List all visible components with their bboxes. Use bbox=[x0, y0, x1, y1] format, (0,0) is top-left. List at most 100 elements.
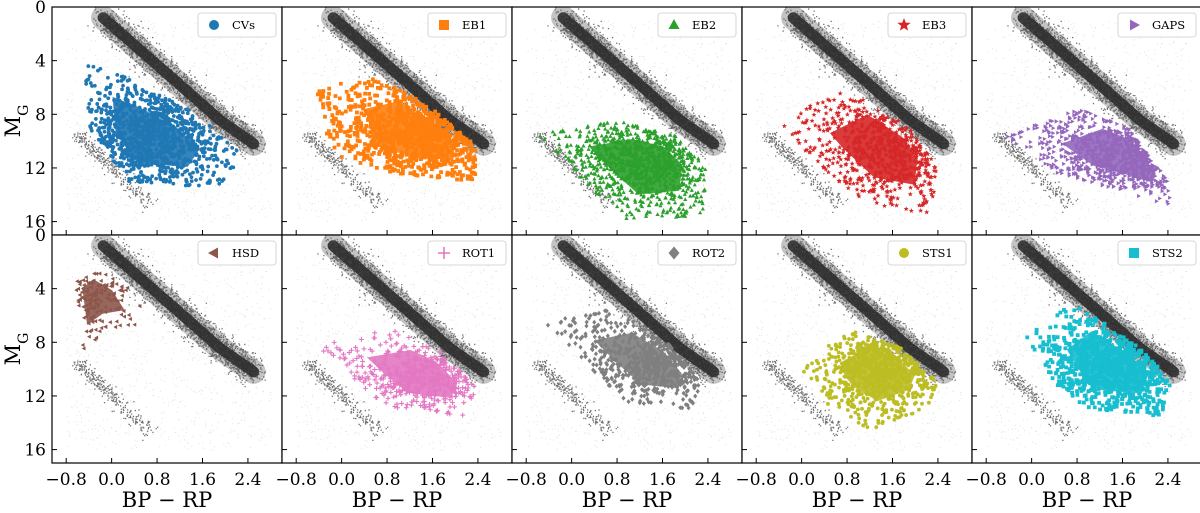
x-tick-label: 0.8 bbox=[604, 470, 631, 490]
main-sequence-halo bbox=[551, 235, 726, 384]
x-tick-label: 1.6 bbox=[189, 470, 216, 490]
y-axis-label-subscript: G bbox=[16, 333, 32, 344]
legend-label: EB3 bbox=[922, 18, 946, 32]
ticks bbox=[512, 6, 709, 235]
x-tick-label: 0.0 bbox=[98, 470, 125, 490]
legend: CVs bbox=[197, 12, 277, 38]
ticks: −0.8 0.0 0.8 1.6 2.4 bbox=[276, 234, 491, 490]
main-sequence-halo bbox=[321, 235, 496, 384]
legend-box bbox=[1117, 12, 1197, 38]
y-tick-label: 4 bbox=[35, 52, 46, 72]
legend-box bbox=[657, 12, 737, 38]
main-sequence-halo bbox=[781, 7, 956, 156]
main-sequence-halo bbox=[91, 235, 266, 384]
data-points bbox=[781, 90, 939, 215]
panel-sts2: STS2 −0.8 0.0 0.8 1.6 2.4 BP − RP bbox=[966, 234, 1200, 512]
x-axis-label: BP − RP bbox=[122, 488, 212, 512]
legend-box bbox=[197, 240, 277, 266]
x-axis-label: BP − RP bbox=[1042, 488, 1132, 512]
y-tick-label: 0 bbox=[35, 0, 46, 18]
legend-box bbox=[427, 12, 507, 38]
panel-rot1: ROT1 −0.8 0.0 0.8 1.6 2.4 BP − RP bbox=[276, 234, 513, 512]
x-tick-label: 2.4 bbox=[1154, 470, 1181, 490]
x-tick-label: 2.4 bbox=[924, 470, 951, 490]
background-stars bbox=[296, 7, 502, 223]
x-tick-label: 1.6 bbox=[649, 470, 676, 490]
x-tick-label: 0.0 bbox=[558, 470, 585, 490]
data-points bbox=[538, 120, 708, 220]
series-gaps bbox=[1006, 108, 1172, 206]
legend-label: STS1 bbox=[922, 246, 953, 260]
ticks: −0.8 0.0 0.8 1.6 2.4 bbox=[966, 234, 1181, 490]
background-stars bbox=[756, 235, 962, 451]
legend-marker bbox=[438, 247, 450, 259]
data-points bbox=[802, 330, 938, 430]
legend-label: ROT1 bbox=[462, 246, 495, 260]
legend-box bbox=[197, 12, 277, 38]
legend-label: HSD bbox=[232, 246, 259, 260]
legend-label: CVs bbox=[232, 18, 255, 32]
x-tick-label: −0.8 bbox=[506, 470, 547, 490]
x-tick-label: −0.8 bbox=[46, 470, 87, 490]
legend-box bbox=[887, 240, 967, 266]
legend-box bbox=[887, 12, 967, 38]
legend-marker bbox=[668, 246, 680, 260]
legend: EB2 bbox=[657, 12, 737, 38]
background-stars bbox=[526, 7, 732, 223]
legend-label: GAPS bbox=[1152, 18, 1185, 32]
y-tick-label: 16 bbox=[24, 213, 46, 233]
series-rot1 bbox=[321, 328, 477, 418]
panel-eb2: EB2 bbox=[511, 6, 743, 236]
ticks: 0 4 8 12 16−0.8 0.0 0.8 1.6 2.4 bbox=[24, 226, 261, 490]
y-tick-label: 8 bbox=[35, 333, 46, 353]
ticks: −0.8 0.0 0.8 1.6 2.4 bbox=[736, 234, 951, 490]
panel-cvs: CVs 0 4 8 12 16 MG bbox=[1, 0, 283, 236]
legend-box bbox=[1117, 240, 1197, 266]
ticks bbox=[972, 6, 1169, 235]
x-tick-label: −0.8 bbox=[966, 470, 1007, 490]
legend-box bbox=[427, 240, 507, 266]
x-tick-label: 2.4 bbox=[694, 470, 721, 490]
x-tick-label: 0.8 bbox=[144, 470, 171, 490]
main-sequence-band bbox=[557, 240, 720, 378]
main-sequence-halo bbox=[781, 235, 956, 384]
x-tick-label: 0.0 bbox=[328, 470, 355, 490]
main-sequence-band bbox=[787, 12, 950, 150]
background-stars bbox=[526, 235, 732, 451]
series-sts2 bbox=[1025, 306, 1172, 418]
plot-area bbox=[52, 235, 282, 463]
x-axis-label: BP − RP bbox=[582, 488, 672, 512]
main-sequence-halo bbox=[321, 7, 496, 156]
main-sequence-band bbox=[327, 240, 490, 378]
main-sequence-halo bbox=[91, 7, 266, 156]
plot-area bbox=[512, 7, 742, 235]
legend-label: ROT2 bbox=[692, 246, 725, 260]
data-points bbox=[84, 64, 239, 188]
panel-eb3: EB3 bbox=[741, 6, 973, 236]
y-axis-label: MG bbox=[1, 105, 32, 138]
main-sequence-band bbox=[1017, 240, 1180, 378]
ticks: −0.8 0.0 0.8 1.6 2.4 bbox=[506, 234, 721, 490]
data-points bbox=[321, 328, 477, 418]
background-stars bbox=[756, 7, 962, 223]
legend: HSD bbox=[197, 240, 277, 266]
series-eb2 bbox=[538, 120, 708, 220]
data-points bbox=[1006, 108, 1172, 206]
background-stars bbox=[986, 235, 1192, 451]
ticks: 0 4 8 12 16 bbox=[24, 0, 249, 235]
y-tick-label: 0 bbox=[35, 226, 46, 246]
series-sts1 bbox=[802, 330, 938, 430]
background-stars bbox=[66, 235, 272, 451]
x-tick-label: 0.0 bbox=[1018, 470, 1045, 490]
x-tick-label: 0.0 bbox=[788, 470, 815, 490]
ticks bbox=[282, 6, 479, 235]
panel-eb1: EB1 bbox=[281, 6, 513, 236]
y-axis-label-subscript: G bbox=[16, 105, 32, 116]
y-tick-label: 16 bbox=[24, 441, 46, 461]
panel-sts1: STS1 −0.8 0.0 0.8 1.6 2.4 BP − RP bbox=[736, 234, 973, 512]
background-stars bbox=[986, 7, 1192, 223]
data-points bbox=[1025, 306, 1172, 418]
main-sequence-band bbox=[97, 240, 260, 378]
background-stars bbox=[66, 7, 272, 223]
